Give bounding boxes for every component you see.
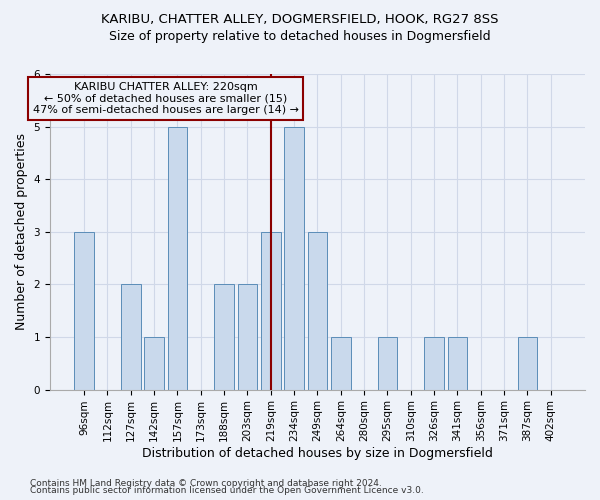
Bar xyxy=(261,232,281,390)
Bar xyxy=(167,126,187,390)
Bar xyxy=(331,337,350,390)
Bar xyxy=(518,337,538,390)
Text: Contains public sector information licensed under the Open Government Licence v3: Contains public sector information licen… xyxy=(30,486,424,495)
Text: KARIBU, CHATTER ALLEY, DOGMERSFIELD, HOOK, RG27 8SS: KARIBU, CHATTER ALLEY, DOGMERSFIELD, HOO… xyxy=(101,12,499,26)
X-axis label: Distribution of detached houses by size in Dogmersfield: Distribution of detached houses by size … xyxy=(142,447,493,460)
Bar xyxy=(284,126,304,390)
Bar xyxy=(377,337,397,390)
Bar xyxy=(448,337,467,390)
Bar xyxy=(308,232,328,390)
Bar xyxy=(144,337,164,390)
Text: Contains HM Land Registry data © Crown copyright and database right 2024.: Contains HM Land Registry data © Crown c… xyxy=(30,478,382,488)
Bar xyxy=(214,284,234,390)
Y-axis label: Number of detached properties: Number of detached properties xyxy=(15,134,28,330)
Bar xyxy=(424,337,444,390)
Bar xyxy=(74,232,94,390)
Bar xyxy=(121,284,141,390)
Bar xyxy=(238,284,257,390)
Text: KARIBU CHATTER ALLEY: 220sqm
← 50% of detached houses are smaller (15)
47% of se: KARIBU CHATTER ALLEY: 220sqm ← 50% of de… xyxy=(33,82,299,115)
Text: Size of property relative to detached houses in Dogmersfield: Size of property relative to detached ho… xyxy=(109,30,491,43)
